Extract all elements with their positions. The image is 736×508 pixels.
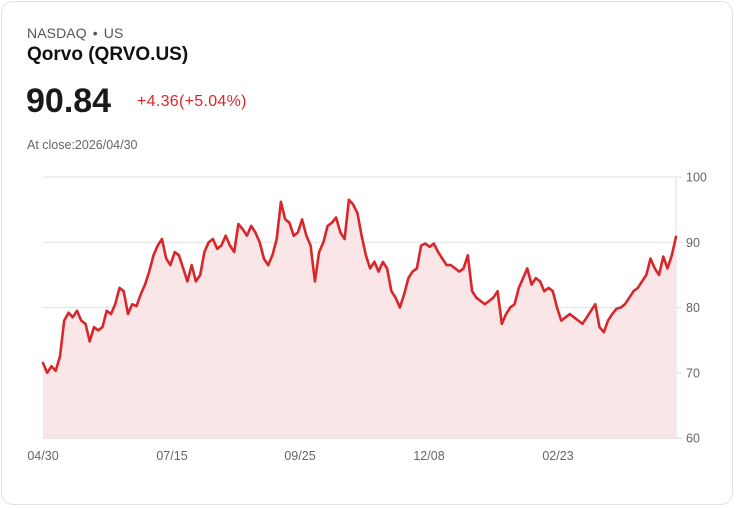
y-tick-label: 100 (686, 171, 707, 185)
x-tick-label: 09/25 (284, 449, 315, 463)
x-tick-label: 04/30 (27, 449, 58, 463)
price-area-fill (43, 199, 676, 438)
y-tick-label: 70 (686, 366, 700, 380)
price-line (41, 198, 678, 375)
exchange-line: NASDAQ • US (27, 25, 123, 41)
x-axis-labels: 04/30 07/15 09/25 12/08 02/23 (27, 449, 573, 463)
close-date: At close:2026/04/30 (27, 138, 138, 152)
last-price: 90.84 (26, 82, 112, 120)
y-axis-labels: 100 90 80 70 60 (686, 171, 707, 446)
y-tick-label: 80 (686, 301, 700, 315)
x-tick-label: 02/23 (542, 449, 573, 463)
exchange-name: NASDAQ (27, 25, 87, 41)
price-change: +4.36(+5.04%) (137, 93, 247, 110)
x-tick-label: 07/15 (156, 449, 187, 463)
y-tick-label: 60 (686, 432, 700, 446)
x-tick-label: 12/08 (413, 449, 444, 463)
separator-dot: • (92, 25, 98, 41)
y-tick-label: 90 (686, 236, 700, 250)
stock-title: Qorvo (QRVO.US) (27, 44, 189, 65)
country: US (103, 25, 124, 41)
